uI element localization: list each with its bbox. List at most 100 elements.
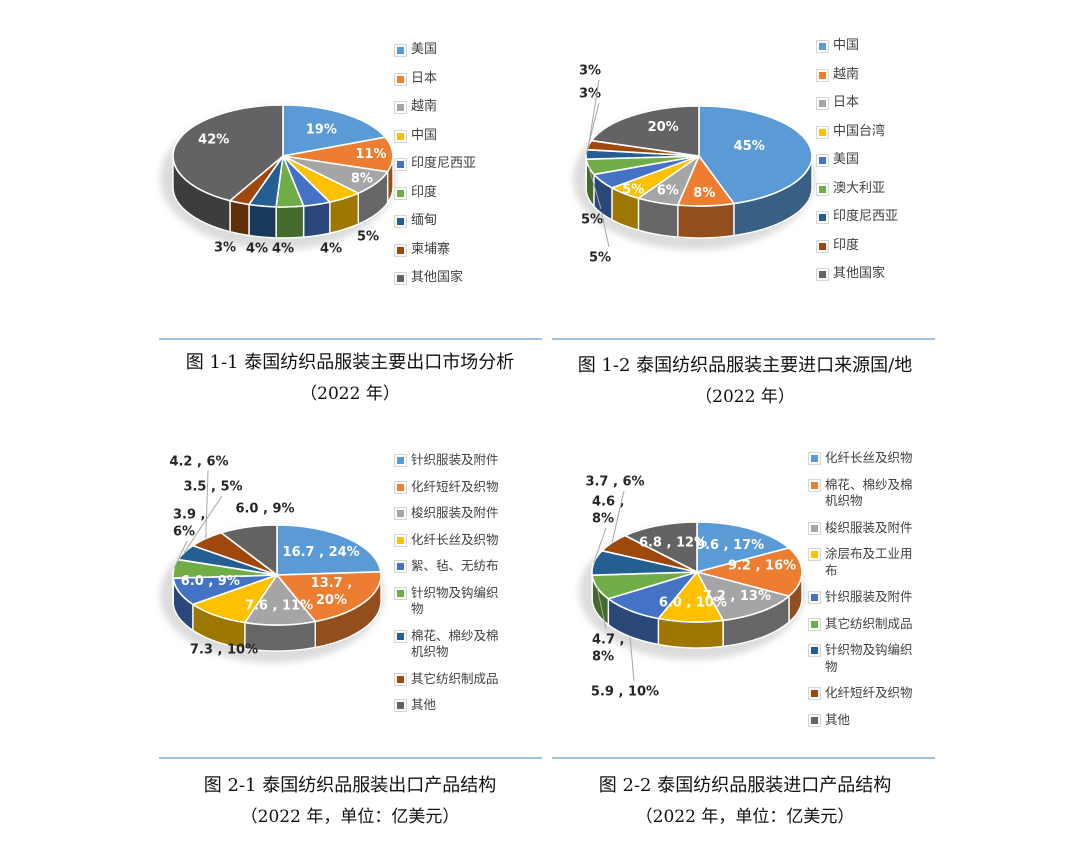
legend-swatch-icon bbox=[816, 239, 829, 253]
legend-label: 其它纺织制成品 bbox=[825, 615, 913, 631]
legend-swatch-icon bbox=[816, 182, 829, 196]
legend-label: 棉花、棉纱及棉机织物 bbox=[411, 627, 499, 660]
label-leader-line bbox=[588, 166, 602, 210]
legend-swatch-icon bbox=[394, 507, 407, 520]
label-leader-line bbox=[593, 527, 607, 563]
pie-data-label: 7.6 , 11% bbox=[245, 598, 313, 613]
pie-data-label: 8% bbox=[592, 512, 614, 527]
pie-slice-side bbox=[229, 199, 250, 237]
figure-import-products-pie: 9.6 , 17% 9.2 , 16% 7.2 , 13% 6.0 , 10% 5.9 … bbox=[560, 430, 980, 760]
legend-item: 其他 bbox=[394, 697, 514, 714]
pie-data-label: 6.0 , 9% bbox=[235, 502, 294, 517]
legend-swatch-icon bbox=[394, 699, 407, 712]
legend-label: 化纤长丝及织物 bbox=[411, 531, 499, 547]
legend-swatch-icon bbox=[394, 215, 407, 228]
figure-import-sources-pie: 45% 8% 6% 5% 5% 5% 3% 3% 20% 中国 越南 日本 中国台湾 美国 澳大利亚 印度尼… bbox=[560, 20, 980, 335]
legend-swatch-icon bbox=[394, 72, 407, 86]
label-leader-line bbox=[183, 495, 223, 553]
legend-item: 美国 bbox=[394, 42, 534, 59]
legend-label: 其它纺织制成品 bbox=[411, 670, 499, 686]
label-leader-line bbox=[601, 213, 610, 248]
legend-label: 絮、毡、无纺布 bbox=[411, 558, 499, 573]
legend-swatch-icon bbox=[394, 672, 407, 686]
figure-caption-title: 图 2-2 泰国纺织品服装进口产品结构 bbox=[598, 775, 892, 796]
legend-swatch-icon bbox=[394, 560, 407, 573]
legend-swatch-icon bbox=[394, 44, 407, 57]
divider-line bbox=[552, 757, 935, 759]
legend-swatch-icon bbox=[816, 68, 829, 82]
legend-item: 印度 bbox=[394, 185, 534, 202]
legend-item: 澳大利亚 bbox=[816, 181, 956, 198]
pie-data-label: 7.3 , 10% bbox=[190, 643, 258, 658]
pie-data-label: 11% bbox=[355, 147, 386, 162]
legend-label: 中国 bbox=[411, 127, 438, 143]
legend-swatch-icon bbox=[808, 521, 821, 535]
divider-line bbox=[159, 338, 542, 340]
legend-swatch-icon bbox=[808, 687, 821, 700]
pie-data-label: 4.7 , bbox=[592, 633, 625, 648]
pie-data-label: 45% bbox=[734, 139, 765, 154]
figure-caption-title: 图 1-1 泰国纺织品服装主要出口市场分析 bbox=[185, 352, 515, 373]
legend-label: 化纤短纤及织物 bbox=[825, 685, 913, 700]
legend-swatch-icon bbox=[816, 97, 829, 110]
legend-label: 针织服装及附件 bbox=[825, 589, 913, 604]
divider-line bbox=[552, 338, 935, 340]
figure-caption: 图 1-1 泰国纺织品服装主要出口市场分析 （2022 年） bbox=[150, 352, 550, 404]
pie-data-label: 42% bbox=[198, 132, 229, 147]
figure-caption: 图 1-2 泰国纺织品服装主要进口来源国/地 （2022 年） bbox=[545, 355, 945, 407]
legend-label: 针织服装及附件 bbox=[411, 452, 499, 467]
legend-item: 针织物及钩编织物 bbox=[808, 642, 928, 675]
pie-chart-canvas: 9.6 , 17% 9.2 , 16% 7.2 , 13%6.0 , 10% 5.9 … bbox=[579, 475, 805, 700]
legend-item: 越南 bbox=[394, 99, 534, 116]
pie-data-label: 13.7 , bbox=[311, 576, 353, 591]
pie-chart-canvas: 19% 11% 8% 5% 4% 4% 4% 3% 42% bbox=[160, 104, 396, 257]
pie-slice bbox=[624, 521, 698, 573]
legend-swatch-icon bbox=[808, 644, 821, 657]
figure-caption-title: 图 2-1 泰国纺织品服装出口产品结构 bbox=[203, 775, 497, 796]
legend-label: 柬埔寨 bbox=[411, 241, 451, 257]
divider-line bbox=[159, 757, 542, 759]
legend-swatch-icon bbox=[808, 713, 821, 727]
legend-item: 柬埔寨 bbox=[394, 242, 534, 259]
legend-item: 针织服装及附件 bbox=[808, 589, 928, 606]
legend-label: 印度尼西亚 bbox=[833, 209, 899, 224]
pie-data-label: 4% bbox=[320, 242, 342, 257]
legend-item: 其它纺织制成品 bbox=[808, 616, 928, 633]
legend-item: 其他 bbox=[808, 712, 928, 729]
legend-item: 棉花、棉纱及棉机织物 bbox=[394, 628, 514, 661]
legend-item: 絮、毡、无纺布 bbox=[394, 558, 514, 575]
pie-data-label: 19% bbox=[306, 122, 337, 137]
pie-data-label: 5.9 , 10% bbox=[591, 685, 659, 700]
legend-swatch-icon bbox=[394, 186, 407, 200]
legend-label: 涂层布及工业用布 bbox=[825, 546, 913, 578]
pie-data-label: 5% bbox=[589, 251, 611, 266]
legend-swatch-icon bbox=[394, 586, 407, 600]
chart-legend: 中国 越南 日本 中国台湾 美国 澳大利亚 印度尼西亚 印度 其他国家 bbox=[816, 38, 956, 295]
legend-swatch-icon bbox=[808, 452, 821, 465]
pie-slice bbox=[282, 104, 387, 157]
pie-data-label: 6% bbox=[657, 183, 679, 198]
legend-swatch-icon bbox=[816, 40, 829, 53]
legend-item: 印度 bbox=[816, 238, 956, 255]
legend-label: 化纤短纤及织物 bbox=[411, 478, 499, 494]
pie-data-label: 8% bbox=[693, 186, 715, 201]
pie-slice bbox=[220, 524, 278, 576]
pie-data-label: 6% bbox=[173, 525, 195, 540]
legend-label: 针织物及钩编织物 bbox=[825, 642, 913, 674]
figure-caption-subtitle: （2022 年，单位：亿美元） bbox=[635, 807, 855, 827]
pie-slice bbox=[698, 105, 813, 205]
pie-data-label: 7.2 , 13% bbox=[703, 589, 771, 604]
pie-slice-side bbox=[275, 205, 305, 239]
pie-data-label: 9.2 , 16% bbox=[728, 559, 796, 574]
figure-caption-subtitle: （2022 年） bbox=[300, 384, 400, 404]
legend-swatch-icon bbox=[816, 211, 829, 224]
pie-data-label: 3.5 , 5% bbox=[183, 480, 242, 495]
legend-label: 缅甸 bbox=[411, 213, 438, 228]
label-leader-line bbox=[173, 540, 188, 569]
pie-data-label: 6.8 , 12% bbox=[639, 536, 707, 551]
legend-item: 中国 bbox=[816, 38, 956, 55]
legend-swatch-icon bbox=[394, 629, 407, 643]
legend-label: 澳大利亚 bbox=[833, 180, 886, 196]
pie-slice bbox=[696, 521, 790, 573]
legend-label: 美国 bbox=[833, 152, 860, 167]
